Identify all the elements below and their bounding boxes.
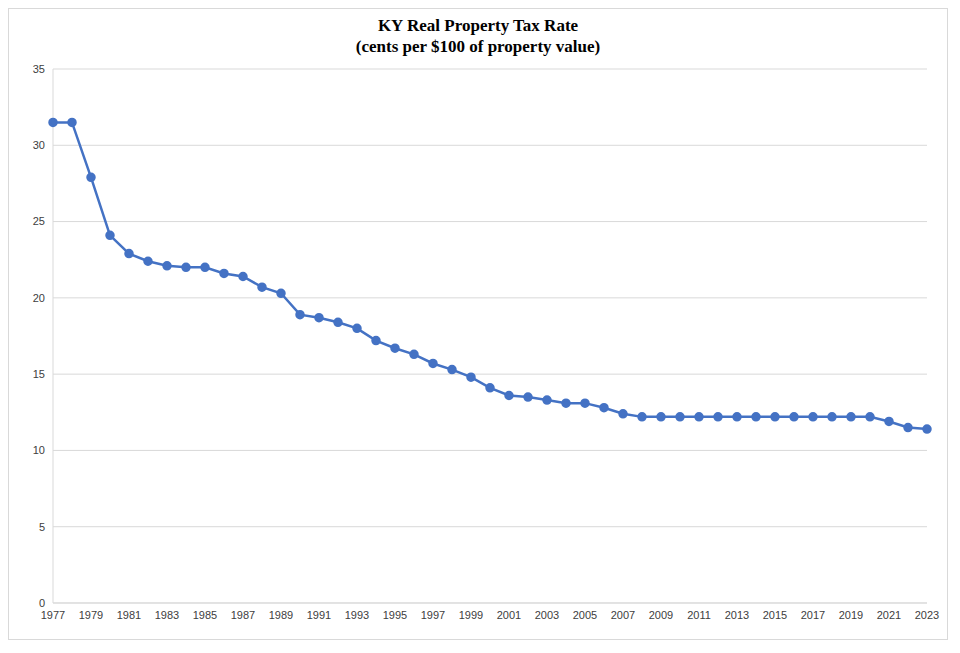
svg-text:2019: 2019: [839, 609, 863, 621]
svg-text:1989: 1989: [269, 609, 293, 621]
svg-text:25: 25: [33, 215, 45, 227]
svg-text:1983: 1983: [155, 609, 179, 621]
svg-text:2015: 2015: [763, 609, 787, 621]
svg-text:15: 15: [33, 368, 45, 380]
svg-text:2021: 2021: [877, 609, 901, 621]
svg-text:2013: 2013: [725, 609, 749, 621]
svg-text:1997: 1997: [421, 609, 445, 621]
svg-text:1995: 1995: [383, 609, 407, 621]
svg-text:2023: 2023: [915, 609, 939, 621]
svg-text:2007: 2007: [611, 609, 635, 621]
svg-text:2017: 2017: [801, 609, 825, 621]
svg-text:1991: 1991: [307, 609, 331, 621]
svg-text:1981: 1981: [117, 609, 141, 621]
svg-text:2003: 2003: [535, 609, 559, 621]
svg-text:2011: 2011: [687, 609, 711, 621]
html-text:KY Real Property Tax Rate: KY Real Property Tax Rate: [377, 16, 579, 35]
svg-text:1977: 1977: [41, 609, 65, 621]
svg-text:1987: 1987: [231, 609, 255, 621]
svg-text:10: 10: [33, 444, 45, 456]
svg-text:20: 20: [33, 292, 45, 304]
html-text:(cents per $100 of property va: (cents per $100 of property value): [355, 37, 601, 56]
svg-text:0: 0: [39, 597, 45, 609]
svg-text:30: 30: [33, 139, 45, 151]
svg-text:2005: 2005: [573, 609, 597, 621]
svg-text:2009: 2009: [649, 609, 673, 621]
svg-text:2001: 2001: [497, 609, 521, 621]
svg-text:1979: 1979: [79, 609, 103, 621]
svg-text:1985: 1985: [193, 609, 217, 621]
svg-text:35: 35: [33, 63, 45, 75]
svg-text:5: 5: [39, 521, 45, 533]
svg-text:1993: 1993: [345, 609, 369, 621]
svg-text:1999: 1999: [459, 609, 483, 621]
